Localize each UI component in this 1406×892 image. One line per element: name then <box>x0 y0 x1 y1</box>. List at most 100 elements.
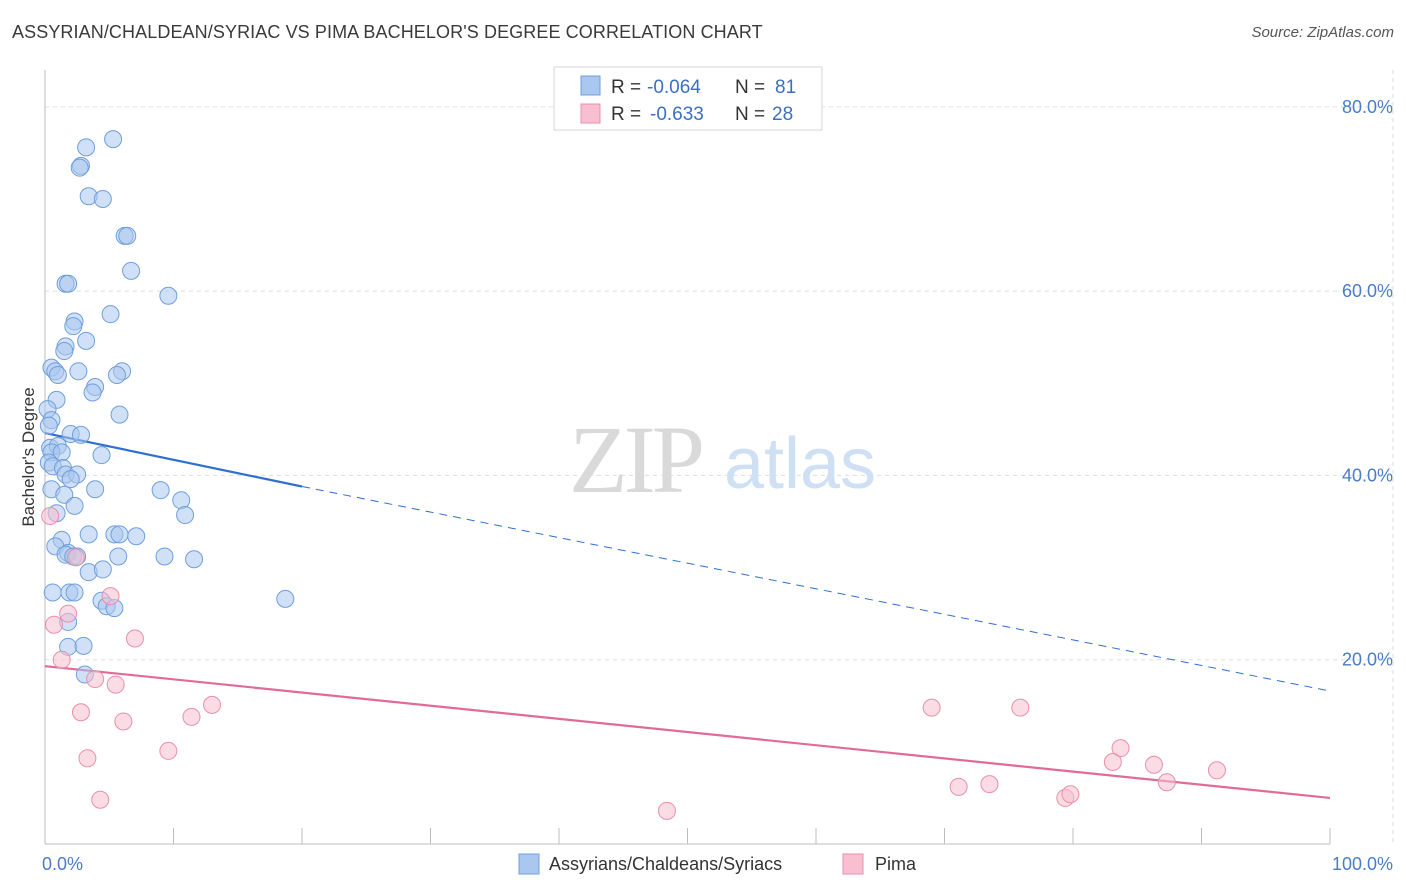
data-point-pima <box>159 741 178 760</box>
y-tick-label: 20.0% <box>1342 650 1393 670</box>
chart-title: ASSYRIAN/CHALDEAN/SYRIAC VS PIMA BACHELO… <box>12 22 763 42</box>
trend-line-assyrians <box>44 431 303 488</box>
data-point-pima <box>66 548 85 567</box>
data-point-assyrians <box>127 527 146 546</box>
data-point-pima <box>1011 698 1030 717</box>
data-point-assyrians <box>48 365 67 384</box>
legend-r-value-1: -0.064 <box>647 77 701 98</box>
source-credit: Source: ZipAtlas.com <box>1251 24 1394 41</box>
data-point-pima <box>1144 755 1163 774</box>
series-legend-swatch-blue <box>518 853 540 875</box>
data-point-assyrians <box>64 317 83 336</box>
y-tick-label: 60.0% <box>1342 281 1393 301</box>
series-pima-points <box>41 506 1226 820</box>
legend-n-value-1: 81 <box>775 77 796 98</box>
data-point-assyrians <box>93 190 112 208</box>
data-point-assyrians <box>55 342 74 361</box>
data-point-pima <box>657 801 676 820</box>
data-point-pima <box>1103 752 1122 771</box>
data-point-pima <box>101 587 120 606</box>
data-point-assyrians <box>77 138 96 157</box>
data-point-assyrians <box>79 525 98 544</box>
watermark: ZIP atlas <box>569 406 876 513</box>
data-point-assyrians <box>276 589 295 608</box>
data-point-assyrians <box>65 496 84 515</box>
data-point-assyrians <box>109 547 128 566</box>
data-point-assyrians <box>83 383 102 402</box>
data-point-pima <box>182 707 201 726</box>
trend-lines <box>44 431 1331 800</box>
data-point-pima <box>1111 739 1130 758</box>
y-tick-label: 40.0% <box>1342 465 1393 485</box>
data-point-pima <box>106 675 125 694</box>
data-point-pima <box>1157 773 1176 792</box>
legend-r-label-2: R = <box>611 104 641 125</box>
data-point-assyrians <box>176 506 195 525</box>
legend-n-value-2: 28 <box>772 104 793 125</box>
legend-swatch-blue <box>580 75 601 96</box>
data-point-assyrians <box>172 491 191 510</box>
data-point-pima <box>78 749 97 768</box>
data-point-pima <box>203 695 222 714</box>
legend-swatch-pink <box>580 103 601 124</box>
y-tick-label: 80.0% <box>1342 97 1393 117</box>
trend-line-pima <box>44 665 1331 800</box>
series-legend: Assyrians/Chaldeans/Syriacs Pima <box>518 853 917 875</box>
data-point-assyrians <box>74 636 93 655</box>
legend-n-label-1: N = <box>735 77 765 98</box>
data-point-assyrians <box>110 405 129 424</box>
data-point-assyrians <box>104 130 123 149</box>
gridlines <box>45 70 1394 844</box>
data-point-pima <box>91 790 110 809</box>
series-assyrians-points <box>38 130 295 684</box>
data-point-assyrians <box>43 583 62 602</box>
data-point-assyrians <box>110 525 129 544</box>
data-point-assyrians <box>70 158 89 177</box>
watermark-atlas: atlas <box>724 424 876 504</box>
data-point-assyrians <box>55 485 74 504</box>
data-point-pima <box>52 650 71 669</box>
series-legend-label-blue: Assyrians/Chaldeans/Syriacs <box>549 854 782 874</box>
data-point-assyrians <box>122 261 141 280</box>
series-legend-swatch-pink <box>842 853 864 875</box>
watermark-zip: ZIP <box>569 406 702 513</box>
data-point-assyrians <box>77 331 96 350</box>
correlation-legend: R = -0.064 N = 81 R = -0.633 N = 28 <box>553 66 823 131</box>
x-tick-label: 0.0% <box>42 854 83 874</box>
data-point-assyrians <box>61 470 80 489</box>
data-point-assyrians <box>69 362 88 381</box>
data-point-assyrians <box>101 305 120 324</box>
data-point-assyrians <box>93 560 112 579</box>
x-tick-label: 100.0% <box>1332 854 1393 874</box>
y-axis-title: Bachelor's Degree <box>19 387 38 526</box>
data-point-pima <box>41 506 60 525</box>
data-point-assyrians <box>71 425 90 444</box>
data-point-assyrians <box>92 446 111 465</box>
data-point-pima <box>114 712 133 731</box>
data-point-pima <box>949 777 968 796</box>
tick-labels: 20.0% 40.0% 60.0% 80.0% 0.0% 100.0% <box>42 97 1393 874</box>
data-point-assyrians <box>118 226 137 245</box>
data-point-pima <box>44 615 63 634</box>
data-point-assyrians <box>65 583 84 602</box>
data-point-pima <box>980 775 999 794</box>
data-point-assyrians <box>39 416 58 435</box>
data-point-pima <box>86 670 105 689</box>
data-point-assyrians <box>155 547 174 566</box>
legend-r-label-1: R = <box>611 77 641 98</box>
data-point-pima <box>71 703 90 722</box>
data-point-assyrians <box>107 365 126 384</box>
series-legend-label-pink: Pima <box>875 854 917 874</box>
trend-line-assyrians-extension <box>301 485 1331 692</box>
data-point-pima <box>922 698 941 717</box>
data-point-pima <box>1061 785 1080 804</box>
data-point-assyrians <box>59 274 78 293</box>
data-point-assyrians <box>86 480 105 499</box>
data-point-pima <box>59 604 78 623</box>
data-point-assyrians <box>185 550 204 569</box>
data-point-pima <box>125 629 144 648</box>
legend-n-label-2: N = <box>735 104 765 125</box>
legend-r-value-2: -0.633 <box>650 104 704 125</box>
data-point-pima <box>1207 761 1226 780</box>
